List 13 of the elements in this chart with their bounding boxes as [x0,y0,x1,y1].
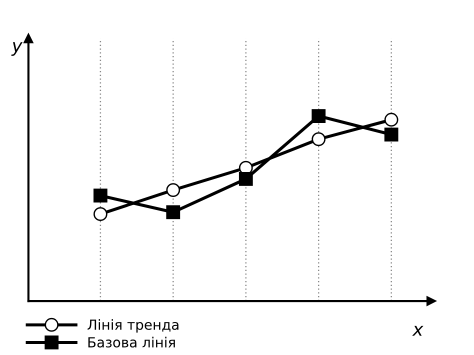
legend-label: Базова лінія [88,336,175,348]
x-axis-title: x [412,326,424,336]
point [238,172,253,186]
point [312,109,326,123]
point [384,112,398,127]
y-axis-title: y [11,42,23,56]
point [166,183,180,197]
legend-label: Лінія тренда [88,319,178,333]
point [93,207,108,222]
point [312,132,326,146]
point [166,205,180,220]
point [384,128,398,142]
point [93,188,108,203]
